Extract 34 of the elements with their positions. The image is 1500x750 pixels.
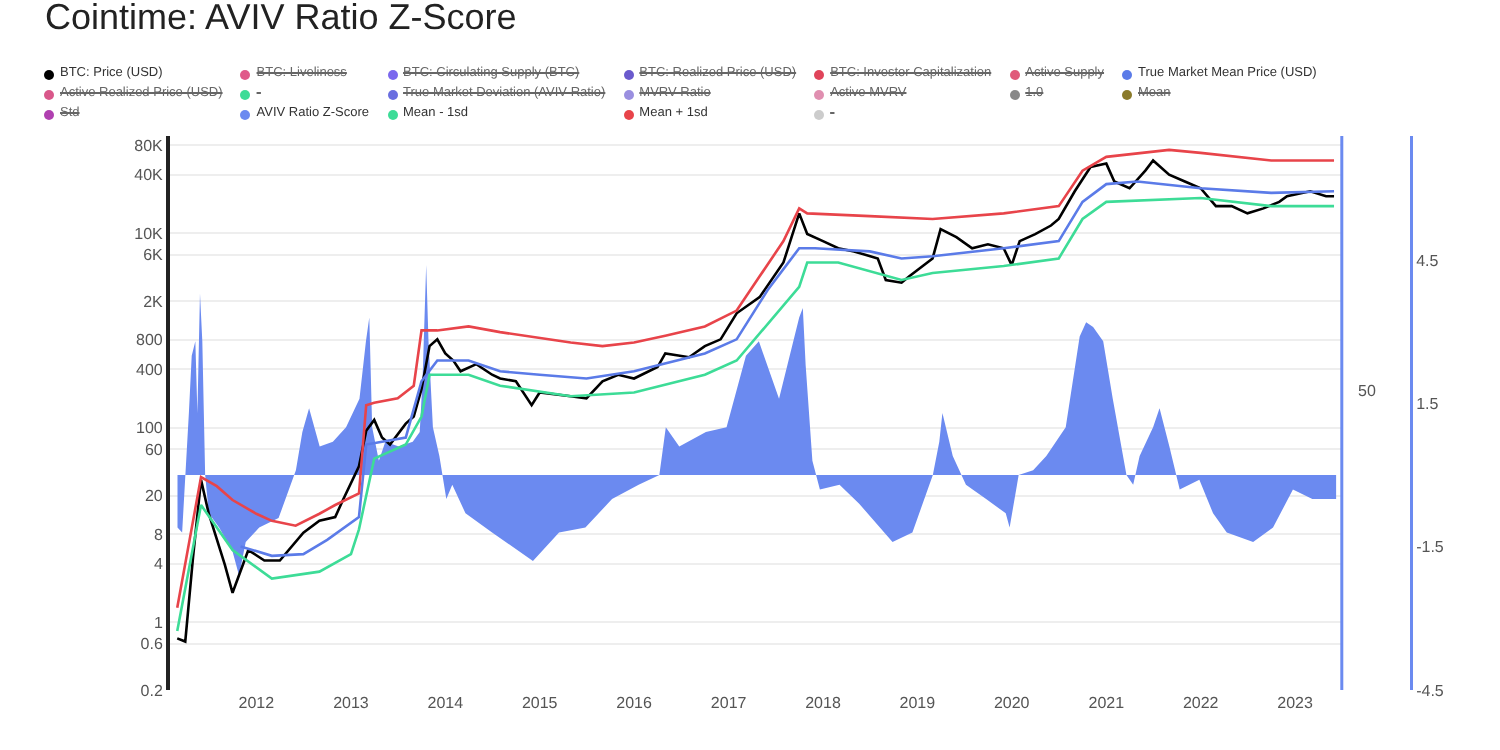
x-tick-label: 2013	[333, 694, 370, 712]
y-tick-label: 1	[153, 613, 164, 632]
y-tick-label: 2K	[143, 292, 165, 311]
y-tick-label: 40K	[134, 166, 165, 185]
y2-tick-label: 4.5	[1416, 251, 1440, 270]
x-tick-label: 2018	[805, 694, 842, 712]
x-tick-label: 2019	[899, 694, 937, 712]
y2-tick-label: -1.5	[1416, 538, 1445, 557]
x-tick-label: 2022	[1182, 694, 1220, 712]
x-tick-label: 2023	[1277, 694, 1314, 712]
x-tick-label: 2017	[710, 694, 748, 712]
x-tick-label: 2020	[993, 694, 1031, 712]
y2-tick-label: 1.5	[1416, 395, 1440, 414]
x-tick-label: 2012	[238, 694, 276, 712]
x-tick-label: 2021	[1088, 694, 1126, 712]
x-tick-label: 2015	[521, 694, 559, 712]
y-tick-label: 400	[136, 360, 164, 379]
line-series	[239, 180, 1336, 558]
y-tick-label: 4	[153, 555, 164, 574]
x-tick-label: 2014	[427, 694, 465, 712]
y-tick-label: 8	[153, 525, 164, 544]
y-tick-label: 20	[144, 487, 164, 506]
y-tick-label: 100	[136, 419, 164, 438]
y-tick-label: 800	[136, 331, 164, 350]
y-tick-label: 6K	[143, 246, 165, 265]
text: 50	[1358, 382, 1377, 400]
y-tick-label: 0.6	[140, 635, 164, 654]
y-tick-label: 10K	[134, 224, 165, 243]
y2-tick-label: -4.5	[1416, 681, 1445, 700]
x-tick-label: 2016	[616, 694, 653, 712]
y-tick-label: 0.2	[140, 681, 164, 700]
y-tick-label: 60	[144, 440, 164, 459]
y-tick-label: 80K	[134, 137, 165, 156]
chart-title: Cointime: AVIV Ratio Z-Score	[45, 0, 517, 37]
